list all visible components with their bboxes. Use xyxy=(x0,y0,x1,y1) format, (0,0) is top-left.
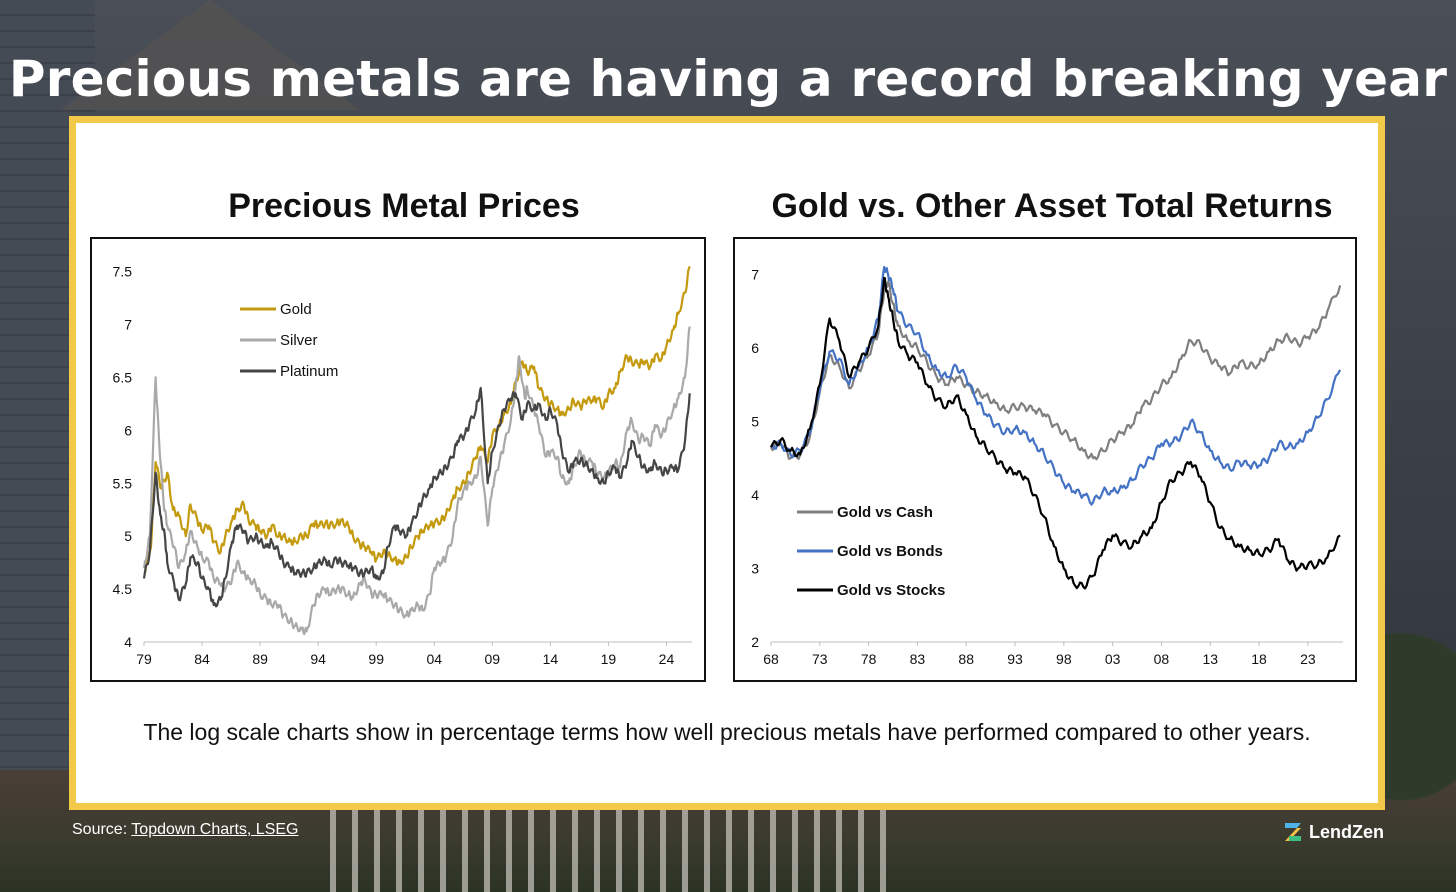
x-tick-label: 09 xyxy=(485,651,501,667)
background-fence xyxy=(330,800,890,892)
background-roof xyxy=(60,0,360,110)
y-tick-label: 4 xyxy=(124,634,132,650)
x-tick-label: 99 xyxy=(368,651,384,667)
precious-metal-prices-chart: 79 84 89 94 99 04 09 14 19 24 4 4.5 5 5.5 6 6.5 7 7.5 Gold… xyxy=(90,237,706,682)
x-tick-label: 19 xyxy=(601,651,617,667)
chart-caption: The log scale charts show in percentage … xyxy=(143,719,1311,745)
x-tick-label: 93 xyxy=(1007,651,1023,667)
x-tick-label: 98 xyxy=(1056,651,1072,667)
series-line-gold xyxy=(143,265,691,575)
precious-metal-prices-svg: 79 84 89 94 99 04 09 14 19 24 4 4.5 5 5.5 6 6.5 7 7.5 Gold… xyxy=(113,264,692,667)
y-tick-label: 6 xyxy=(751,340,759,356)
legend-label: Gold vs Bonds xyxy=(837,543,943,560)
y-tick-label: 3 xyxy=(751,560,759,576)
lendzen-logo-icon xyxy=(1285,823,1301,841)
x-tick-label: 79 xyxy=(136,651,152,667)
x-tick-label: 94 xyxy=(310,651,326,667)
x-tick-label: 18 xyxy=(1251,651,1267,667)
series-line-gold-vs-cash xyxy=(770,280,1342,461)
x-tick-label: 83 xyxy=(910,651,926,667)
x-tick-label: 13 xyxy=(1202,651,1218,667)
x-tick-label: 88 xyxy=(958,651,974,667)
legend-label: Platinum xyxy=(280,363,338,380)
y-tick-label: 5.5 xyxy=(113,475,133,491)
x-tick-label: 14 xyxy=(543,651,559,667)
y-tick-label: 6.5 xyxy=(113,369,133,385)
y-tick-label: 5 xyxy=(124,528,132,544)
source-note: Source: Topdown Charts, LSEG xyxy=(72,821,299,839)
page-headline: Precious metals are having a record brea… xyxy=(8,50,1448,108)
y-tick-label: 7 xyxy=(751,266,759,282)
series-line-gold-vs-bonds xyxy=(770,265,1342,506)
legend-label: Silver xyxy=(280,332,318,349)
x-tick-label: 03 xyxy=(1105,651,1121,667)
left-chart-title: Precious Metal Prices xyxy=(228,187,580,225)
legend-label: Gold xyxy=(280,301,312,318)
x-tick-label: 08 xyxy=(1154,651,1170,667)
series-line-gold-vs-stocks xyxy=(770,276,1341,590)
content-panel: Precious Metal Prices Gold vs. Other Ass… xyxy=(69,116,1385,810)
x-tick-label: 73 xyxy=(812,651,828,667)
y-tick-label: 7 xyxy=(124,317,132,333)
source-link[interactable]: Topdown Charts, LSEG xyxy=(131,821,299,838)
x-tick-label: 84 xyxy=(194,651,210,667)
x-tick-label: 78 xyxy=(861,651,877,667)
legend-label: Gold vs Stocks xyxy=(837,582,945,599)
x-tick-label: 89 xyxy=(252,651,268,667)
y-tick-label: 7.5 xyxy=(113,264,133,280)
brand-name: LendZen xyxy=(1309,821,1384,842)
x-tick-label: 24 xyxy=(659,651,675,667)
legend-label: Gold vs Cash xyxy=(837,504,933,521)
source-label: Source: xyxy=(72,821,132,838)
y-tick-label: 4.5 xyxy=(113,581,133,597)
y-tick-label: 6 xyxy=(124,422,132,438)
series-line-platinum xyxy=(142,386,691,608)
brand-logo: LendZen xyxy=(1283,820,1384,844)
x-tick-label: 04 xyxy=(426,651,442,667)
y-tick-label: 4 xyxy=(751,487,759,503)
right-chart-title: Gold vs. Other Asset Total Returns xyxy=(771,187,1333,225)
gold-vs-assets-chart: 68 73 78 83 88 93 98 03 08 13 18 23 2 3 4 5 6 7 Gold vs Ca… xyxy=(733,237,1357,682)
y-tick-label: 2 xyxy=(751,634,759,650)
y-tick-label: 5 xyxy=(751,413,759,429)
series-line-silver xyxy=(142,326,691,636)
x-tick-label: 23 xyxy=(1300,651,1316,667)
x-tick-label: 68 xyxy=(763,651,779,667)
